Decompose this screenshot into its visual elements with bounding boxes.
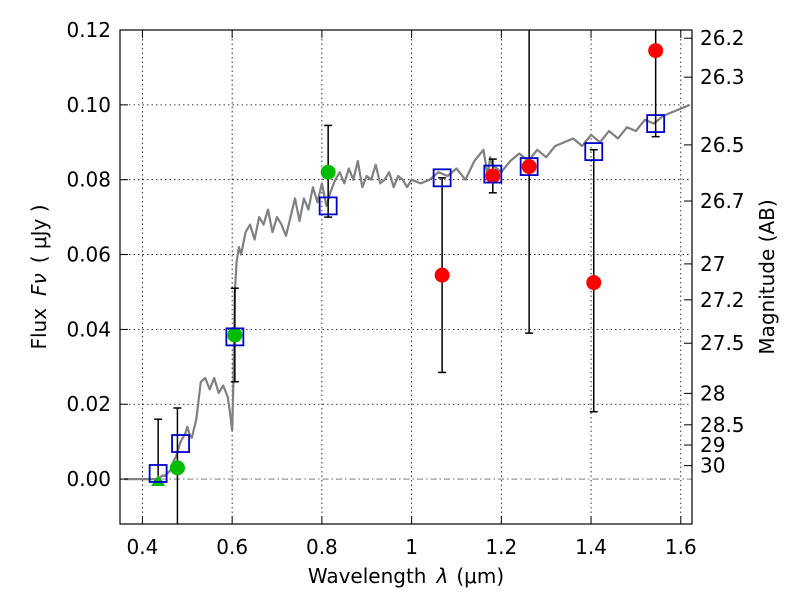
y-tick-label: 0.02: [66, 392, 111, 416]
space-point-marker: [434, 267, 450, 283]
ground-point-marker: [169, 460, 185, 476]
x-tick-label: 1: [405, 535, 418, 559]
x-tick-label: 0.6: [216, 535, 248, 559]
model-photometry-square: [318, 196, 338, 216]
plot-frame: [119, 29, 693, 525]
tick-layer: 0.4 0.6 0.8 1 1.2 1.4 1.6 0.00 0.02 0.04 0.06 0.08 0…: [66, 18, 744, 559]
model-photometry-square: [584, 142, 604, 162]
model-photometry-square: [646, 114, 666, 133]
series-layer: [124, 30, 691, 524]
y2-tick-label: 27.2: [700, 288, 745, 312]
model-photometry-square: [148, 464, 168, 483]
y-axis-title: FluxFν( μJy ): [27, 204, 51, 349]
y2-tick-label: 28.5: [700, 413, 745, 437]
y2-tick-label: 29: [700, 433, 725, 457]
y2-tick-label: 26.3: [700, 65, 745, 89]
y2-tick-label: 26.7: [700, 189, 745, 213]
y2-tick-label: 26.5: [700, 133, 745, 157]
x-tick-label: 1.6: [665, 535, 697, 559]
ground-point-marker: [151, 474, 166, 486]
x-tick-label: 1.2: [485, 535, 517, 559]
y-tick-label: 0.06: [66, 243, 111, 267]
model-photometry-square: [225, 327, 245, 347]
x-tick-label: 0.4: [127, 535, 159, 559]
space-point-marker: [485, 168, 501, 184]
ground-point-marker: [320, 164, 336, 180]
y2-tick-label: 27: [700, 252, 725, 276]
y2-tick-label: 28: [700, 381, 725, 405]
y-tick-label: 0.12: [66, 18, 111, 42]
y2-tick-label: 27.5: [700, 331, 745, 355]
space-point-marker: [521, 159, 537, 175]
y-tick-label: 0.04: [66, 317, 111, 341]
y-tick-label: 0.10: [66, 93, 111, 117]
x-tick-label: 1.4: [575, 535, 607, 559]
space-point-marker: [586, 275, 602, 291]
y-tick-label: 0.08: [66, 168, 111, 192]
x-axis-title: Wavelength λ (μm): [308, 564, 504, 588]
model-photometry-square: [483, 164, 503, 184]
ground-point-marker: [227, 327, 243, 343]
model-photometry-square: [519, 157, 539, 176]
y2-tick-label: 30: [700, 454, 725, 478]
x-tick-label: 0.8: [306, 535, 338, 559]
y2-tick-label: 26.2: [700, 26, 745, 50]
space-point-marker: [648, 43, 664, 59]
model-photometry-square: [432, 168, 452, 188]
y2-axis-title: Magnitude (AB): [755, 199, 779, 354]
model-photometry-square: [171, 434, 190, 453]
y-tick-label: 0.00: [66, 467, 111, 491]
